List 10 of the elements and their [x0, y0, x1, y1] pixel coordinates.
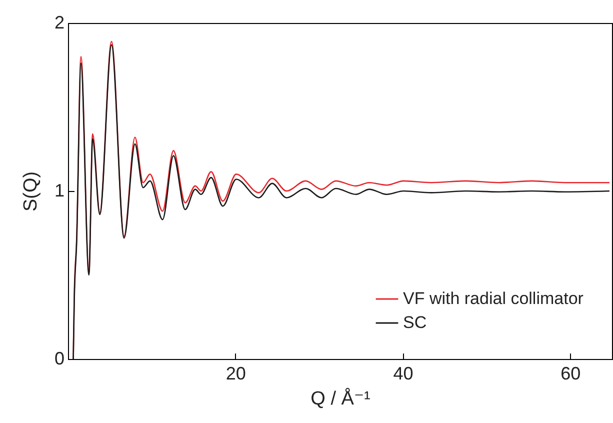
- x-axis-title: Q / Å⁻¹: [310, 388, 370, 410]
- x-tick-label: 60: [560, 364, 581, 384]
- y-tick-label: 0: [54, 348, 64, 368]
- x-tick-label: 20: [226, 364, 246, 384]
- y-tick-label: 2: [54, 12, 64, 32]
- legend-label: VF with radial collimator: [403, 289, 584, 308]
- y-axis-title: S(Q): [20, 171, 42, 212]
- y-tick-label: 1: [54, 180, 64, 200]
- x-tick-label: 40: [393, 364, 414, 384]
- legend-label: SC: [403, 313, 427, 332]
